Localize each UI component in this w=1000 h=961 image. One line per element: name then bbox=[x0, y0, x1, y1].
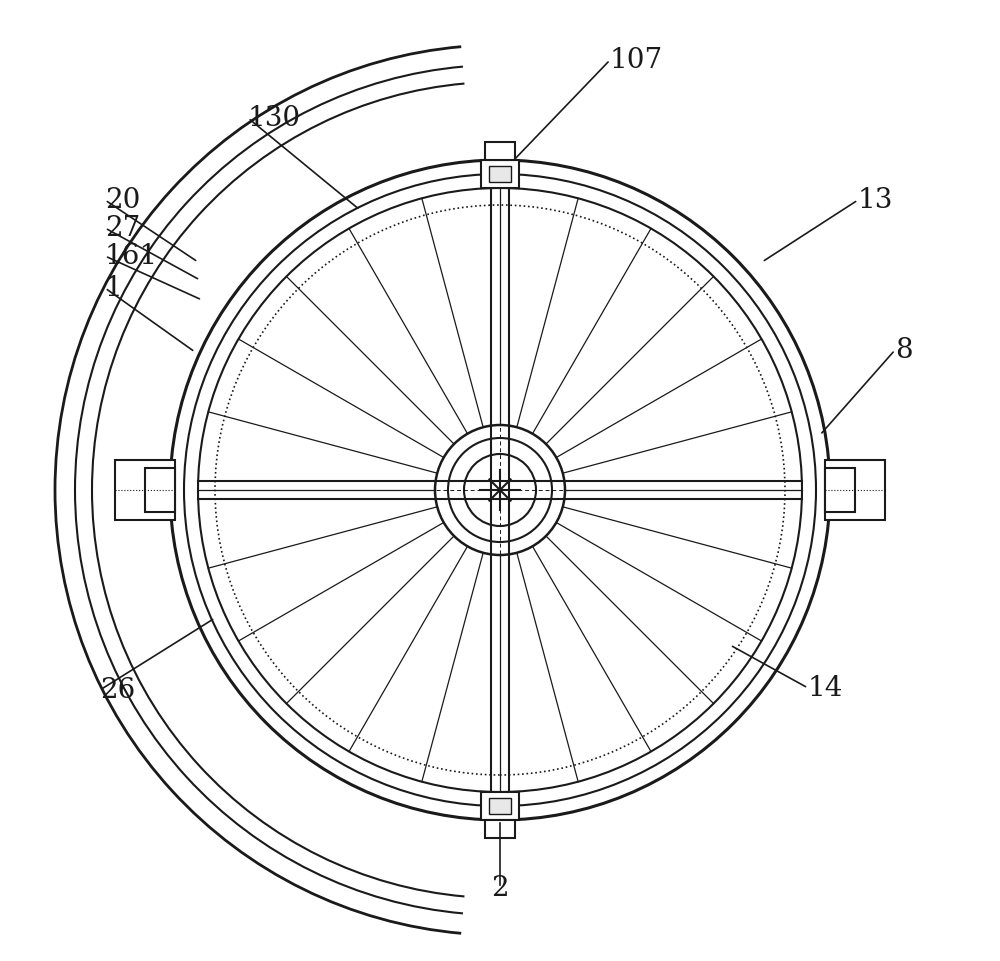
Text: 13: 13 bbox=[858, 186, 893, 213]
Text: 1: 1 bbox=[105, 275, 123, 302]
Text: 2: 2 bbox=[491, 875, 509, 901]
Bar bbox=[489, 798, 511, 814]
Text: 161: 161 bbox=[105, 242, 158, 269]
Bar bbox=[481, 792, 519, 820]
Text: 20: 20 bbox=[105, 186, 140, 213]
Text: 26: 26 bbox=[100, 677, 135, 703]
Text: 8: 8 bbox=[895, 336, 913, 363]
Bar bbox=[481, 160, 519, 188]
Bar bbox=[825, 468, 855, 512]
Bar bbox=[485, 820, 515, 838]
Bar bbox=[485, 142, 515, 160]
Bar bbox=[115, 460, 175, 520]
Text: 107: 107 bbox=[610, 46, 663, 73]
Text: 130: 130 bbox=[248, 105, 301, 132]
Bar bbox=[489, 166, 511, 182]
Bar bbox=[145, 468, 175, 512]
Bar bbox=[825, 460, 885, 520]
Text: 27: 27 bbox=[105, 214, 140, 241]
Text: 14: 14 bbox=[808, 675, 843, 702]
